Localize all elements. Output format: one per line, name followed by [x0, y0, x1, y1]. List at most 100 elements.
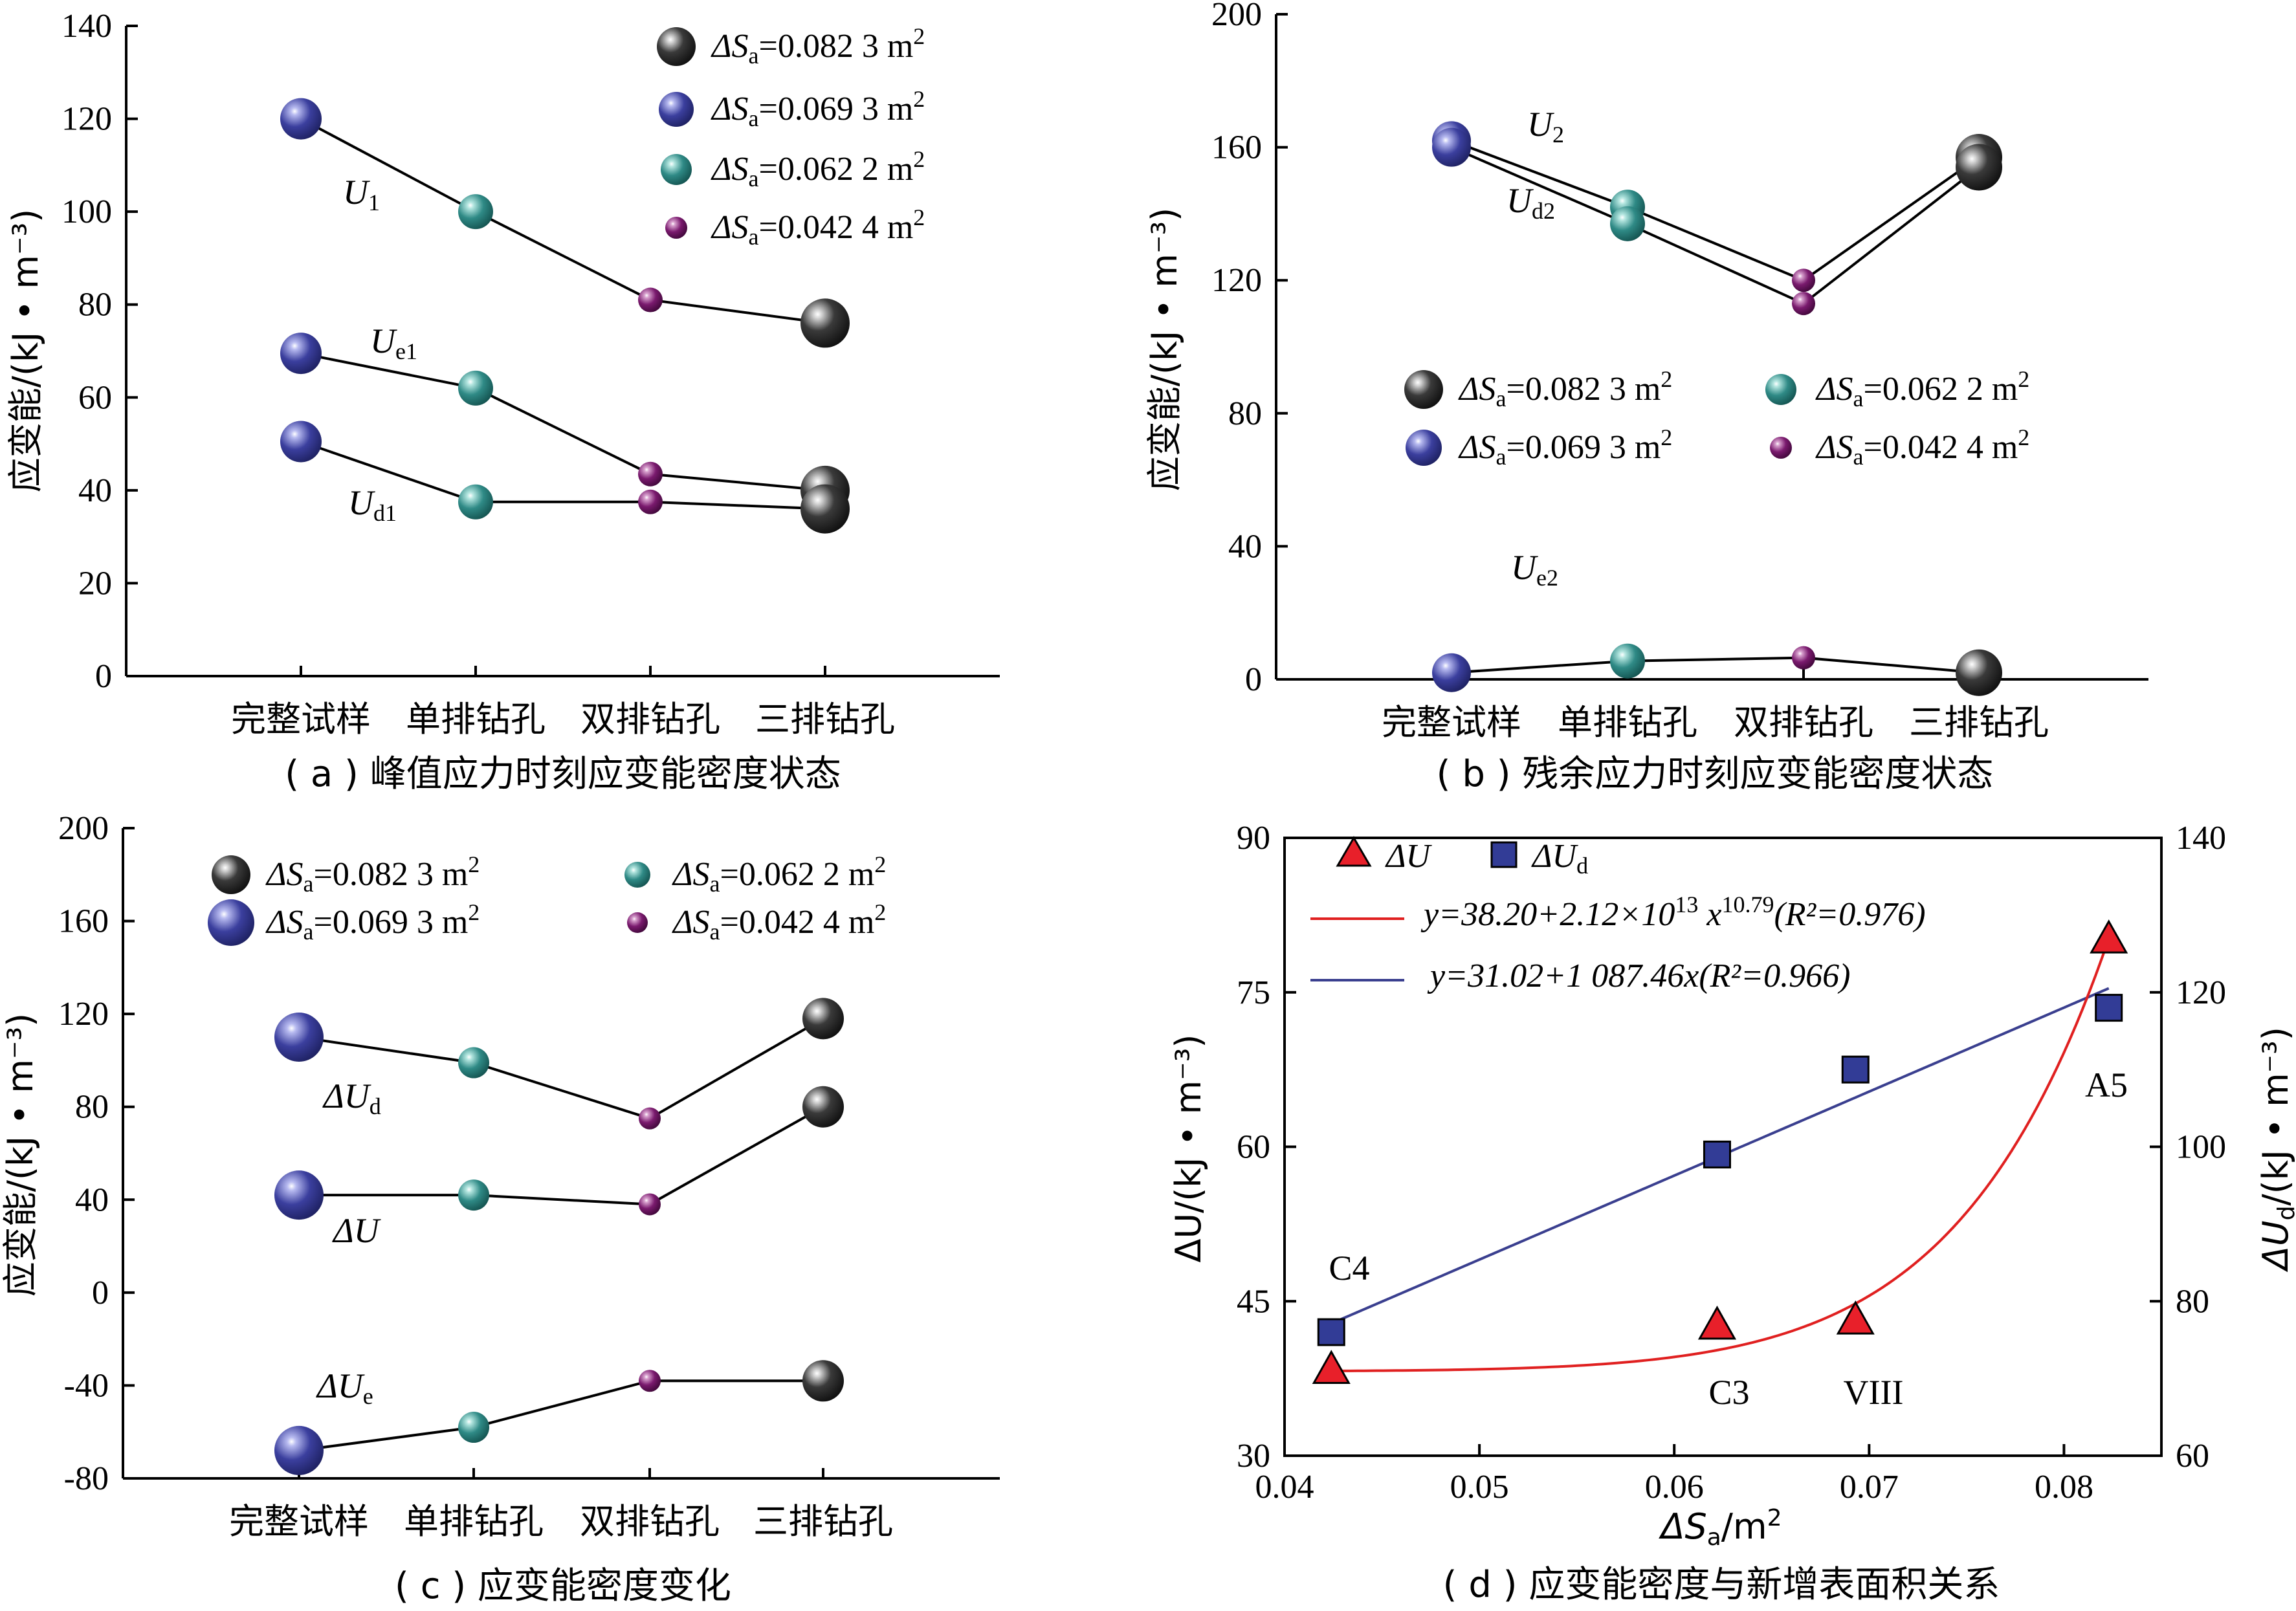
d-legend-square — [1490, 841, 1518, 868]
d-triangle-point — [2090, 919, 2128, 954]
a-legend-label: ΔSa=0.042 4 m2 — [711, 204, 925, 250]
b-series-label-u2: U2 — [1527, 105, 1564, 148]
d-xtick-label: 0.06 — [1645, 1469, 1704, 1506]
a-series-line-1 — [300, 352, 826, 492]
c-du-sym: ΔU — [332, 1211, 381, 1250]
a-ytick-label: 120 — [61, 101, 112, 138]
c-due-sub: e — [363, 1383, 373, 1409]
a-data-point — [280, 98, 322, 140]
c-legend-marker — [624, 862, 650, 888]
b-series-line-1 — [1451, 146, 1980, 305]
c-data-point — [802, 1086, 844, 1128]
b-caption: ( b ) 残余应力时刻应变能密度状态 — [1437, 753, 1994, 795]
c-ytick-label: -80 — [64, 1460, 109, 1497]
c-data-point — [274, 1425, 324, 1475]
c-category-label: 完整试样 — [229, 1501, 369, 1542]
c-legend: ΔSa=0.082 3 m2 ΔSa=0.062 2 m2 ΔSa=0.069 3 … — [208, 851, 886, 946]
d-fit-equation-power: y=38.20+2.12×1013 x10.79(R²=0.976) — [1420, 892, 1926, 933]
c-ytick-label: 160 — [58, 903, 109, 940]
d-right-ytick-label: 60 — [2176, 1438, 2209, 1474]
d-x-axis-sub: a — [1707, 1524, 1721, 1551]
c-series-label-due: ΔUe — [316, 1366, 373, 1409]
d-left-axis-label: ΔU/(kJ • m⁻³) — [1168, 1035, 1209, 1263]
d-legend-triangle — [1336, 836, 1372, 867]
c-series-line-2 — [298, 1379, 823, 1452]
a-series-line-2 — [300, 440, 826, 510]
d-xtick-label: 0.08 — [2035, 1469, 2093, 1506]
c-ytick-label: 0 — [92, 1275, 109, 1311]
b-series-line-2 — [1451, 656, 1980, 674]
d-point-label: VIII — [1844, 1373, 1904, 1412]
c-series-line-1 — [299, 1105, 824, 1206]
d-square-point — [1317, 1318, 1345, 1346]
c-ytick-label: 200 — [58, 810, 109, 847]
c-data-point — [639, 1107, 661, 1130]
b-series-line-0 — [1451, 139, 1980, 282]
c-data-point — [639, 1370, 661, 1392]
a-data-point — [280, 333, 322, 375]
c-category-label: 单排钻孔 — [404, 1501, 544, 1542]
b-data-point — [1432, 127, 1471, 167]
a-ud1-sub: d1 — [373, 500, 397, 526]
b-legend-marker — [1770, 437, 1792, 459]
a-ytick-label: 20 — [78, 565, 112, 602]
a-ytick-label: 140 — [61, 8, 112, 45]
c-category-label: 三排钻孔 — [753, 1501, 893, 1542]
d-left-axis-label-text: ΔU/(kJ • m⁻³) — [1168, 1035, 1209, 1263]
d-x-axis-label: ΔSa/m2 — [1659, 1505, 1782, 1551]
b-ytick-label: 40 — [1228, 528, 1262, 565]
d-right-axis-sym: ΔU — [2255, 1220, 2296, 1272]
b-ytick-label: 0 — [1245, 661, 1262, 698]
b-u2-sym: U — [1527, 105, 1554, 144]
d-right-axis-label: ΔUd/(kJ • m⁻³) — [2255, 1027, 2296, 1273]
d-x-axis-sup: 2 — [1767, 1505, 1782, 1531]
a-ytick-label: 60 — [78, 379, 112, 416]
d-right-axis-sub: d — [2273, 1206, 2296, 1221]
b-legend-label: ΔSa=0.042 4 m2 — [1815, 424, 2029, 470]
d-point-label: C4 — [1329, 1249, 1369, 1288]
b-series-label-ue2: Ue2 — [1511, 548, 1558, 591]
a-legend-label: ΔSa=0.069 3 m2 — [711, 86, 925, 131]
c-series-line-0 — [298, 1017, 824, 1120]
b-ud2-sym: U — [1507, 181, 1534, 220]
d-right-ytick-label: 100 — [2176, 1129, 2226, 1166]
a-data-point — [638, 489, 663, 514]
a-legend-label: ΔSa=0.082 3 m2 — [711, 23, 925, 69]
a-data-point — [638, 287, 663, 312]
b-legend: ΔSa=0.082 3 m2 ΔSa=0.062 2 m2 ΔSa=0.069 3 … — [1404, 366, 2029, 470]
c-data-point — [458, 1412, 489, 1443]
a-legend-marker — [661, 154, 692, 185]
a-legend-marker — [657, 27, 696, 66]
a-series-label-ue1: Ue1 — [370, 322, 417, 364]
c-data-point — [274, 1170, 324, 1220]
c-legend-label: ΔSa=0.062 2 m2 — [672, 851, 886, 897]
d-right-axis-unit: /(kJ • m⁻³) — [2255, 1027, 2296, 1205]
a-legend-label: ΔSa=0.062 2 m2 — [711, 146, 925, 192]
b-legend-marker — [1406, 430, 1442, 466]
b-ud2-sub: d2 — [1532, 198, 1555, 224]
a-data-point — [458, 370, 493, 406]
a-series-line-0 — [300, 117, 826, 325]
a-series-label-ud1: Ud1 — [348, 483, 397, 526]
a-data-point — [800, 484, 850, 534]
d-fit-equation-linear: y=31.02+1 087.46x(R²=0.966) — [1427, 958, 1850, 994]
c-category-label: 双排钻孔 — [580, 1501, 720, 1542]
a-data-point — [280, 421, 322, 463]
d-x-axis-sym: ΔS — [1659, 1506, 1707, 1547]
a-series-label-u1: U1 — [343, 173, 380, 215]
b-ue2-sub: e2 — [1536, 565, 1558, 591]
d-xtick-label: 0.04 — [1255, 1469, 1314, 1506]
c-caption: ( c ) 应变能密度变化 — [395, 1565, 731, 1607]
a-legend-marker — [665, 217, 687, 239]
c-series-label-du: ΔU — [332, 1211, 381, 1250]
c-data-point — [274, 1013, 324, 1062]
c-legend-marker — [208, 899, 254, 946]
b-u2-sub: 2 — [1552, 122, 1564, 148]
a-data-point — [638, 461, 663, 487]
c-dud-sym: ΔU — [322, 1077, 371, 1115]
d-triangle-point — [1312, 1350, 1351, 1384]
a-ytick-label: 100 — [61, 193, 112, 230]
d-right-ytick-label: 80 — [2176, 1283, 2209, 1320]
d-triangle-point — [1836, 1300, 1875, 1335]
